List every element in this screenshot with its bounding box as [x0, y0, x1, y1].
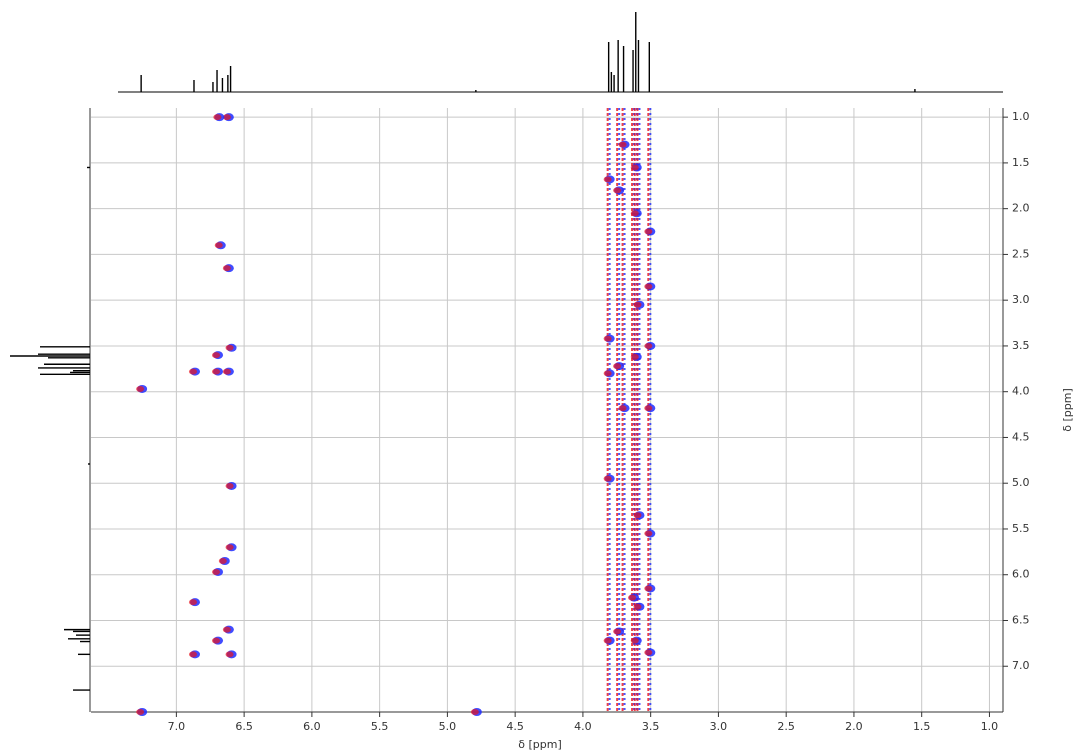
y-tick-label: 1.5	[1012, 156, 1030, 169]
cross-peak	[613, 187, 622, 194]
cross-peak	[222, 114, 231, 121]
x-tick-label: 6.0	[303, 720, 321, 733]
y-tick-label: 5.0	[1012, 476, 1030, 489]
y-tick-label: 5.5	[1012, 522, 1030, 535]
cross-peak	[212, 368, 221, 375]
y-tick-label: 4.5	[1012, 430, 1030, 443]
cross-peak	[225, 544, 234, 551]
y-tick-label: 7.0	[1012, 659, 1030, 672]
x-tick-label: 1.5	[913, 720, 931, 733]
cross-peak	[225, 482, 234, 489]
cross-peak	[644, 649, 653, 656]
cross-peak	[644, 228, 653, 235]
cross-peak	[212, 568, 221, 575]
cross-peak	[613, 628, 622, 635]
cross-peak	[630, 210, 639, 217]
x-tick-label: 6.5	[235, 720, 253, 733]
cross-peak	[603, 637, 612, 644]
y-tick-label: 2.0	[1012, 202, 1030, 215]
x-tick-label: 7.0	[168, 720, 186, 733]
x-tick-label: 5.0	[439, 720, 457, 733]
y-tick-label: 1.0	[1012, 110, 1030, 123]
cross-peak	[644, 283, 653, 290]
cross-peak	[603, 335, 612, 342]
cross-peak	[212, 637, 221, 644]
x-tick-label: 3.0	[710, 720, 728, 733]
cross-peak	[630, 637, 639, 644]
x-tick-label: 2.0	[845, 720, 863, 733]
cross-peak	[613, 363, 622, 370]
cross-peak	[212, 352, 221, 359]
cross-peak	[136, 709, 145, 715]
cross-peak	[214, 242, 223, 249]
cross-peak	[225, 344, 234, 351]
y-tick-label: 4.0	[1012, 385, 1030, 398]
cross-peak	[618, 141, 627, 148]
cross-peak	[188, 368, 197, 375]
x-axis-label: δ [ppm]	[518, 738, 562, 751]
cross-peak	[188, 651, 197, 658]
cross-peak	[644, 405, 653, 412]
cross-peak	[222, 368, 231, 375]
cross-peak	[628, 594, 637, 601]
x-tick-label: 4.5	[506, 720, 524, 733]
cross-peak	[630, 353, 639, 360]
cross-peak	[633, 512, 642, 519]
cross-peak	[603, 370, 612, 377]
y-axis-label: δ [ppm]	[1061, 388, 1074, 432]
y-tick-label: 2.5	[1012, 247, 1030, 260]
x-tick-label: 3.5	[642, 720, 660, 733]
y-tick-label: 3.5	[1012, 339, 1030, 352]
cross-peak	[603, 176, 612, 183]
cross-peak	[222, 265, 231, 272]
cross-peak	[644, 585, 653, 592]
y-tick-label: 6.0	[1012, 568, 1030, 581]
x-tick-label: 4.0	[574, 720, 592, 733]
cross-peak	[470, 709, 479, 715]
x-tick-label: 1.0	[981, 720, 999, 733]
cross-peak	[630, 164, 639, 171]
cross-peak	[136, 385, 145, 392]
cross-peak	[188, 599, 197, 606]
cross-peak	[603, 475, 612, 482]
x-tick-label: 2.5	[777, 720, 795, 733]
x-tick-label: 5.5	[371, 720, 389, 733]
y-tick-label: 6.5	[1012, 613, 1030, 626]
cross-peak	[633, 301, 642, 308]
cross-peak	[218, 558, 227, 564]
cross-peak	[644, 530, 653, 537]
cross-peak	[225, 651, 234, 658]
cross-peak	[222, 626, 231, 633]
cross-peak	[213, 114, 222, 121]
y-tick-label: 3.0	[1012, 293, 1030, 306]
cross-peak	[618, 405, 627, 412]
cross-peak	[644, 342, 653, 349]
cross-peak	[633, 603, 642, 610]
